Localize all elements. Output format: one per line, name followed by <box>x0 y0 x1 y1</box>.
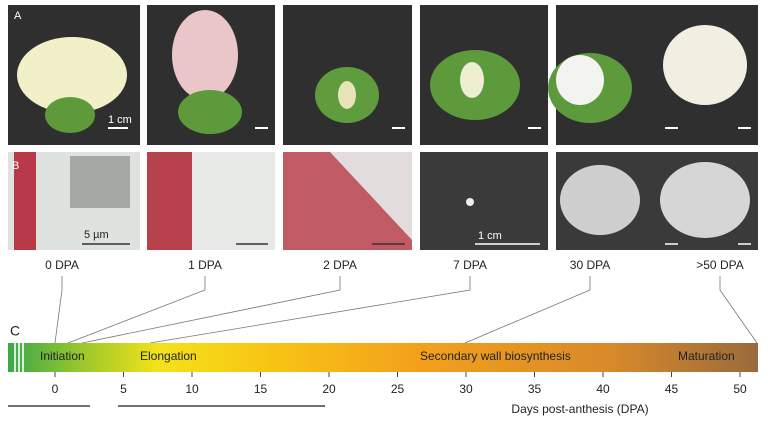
scale-label: 1 cm <box>478 230 502 242</box>
panel-label: C <box>10 323 20 339</box>
tissue <box>14 152 36 250</box>
panel-label: B <box>12 160 19 172</box>
inset <box>70 156 130 208</box>
tick-label: 50 <box>733 382 747 396</box>
stage-label: 0 DPA <box>45 258 79 272</box>
tick-label: 5 <box>120 382 127 396</box>
axis-title: Days post-anthesis (DPA) <box>511 402 648 416</box>
tick-label: 10 <box>185 382 199 396</box>
tick-label: 25 <box>391 382 405 396</box>
stage-labels: 0 DPA 1 DPA 2 DPA 7 DPA 30 DPA >50 DPA <box>45 258 744 272</box>
stripe <box>14 343 16 372</box>
photo-row-b: B 5 µm 1 cm <box>8 152 758 250</box>
stage-label: 7 DPA <box>453 258 487 272</box>
connector <box>81 276 341 344</box>
tissue <box>283 152 412 250</box>
fiber <box>466 198 474 206</box>
stripe <box>18 343 20 372</box>
fiber <box>560 165 640 235</box>
connectors <box>54 276 758 344</box>
connector <box>67 276 206 344</box>
stage-label: 30 DPA <box>570 258 610 272</box>
tick-label: 0 <box>52 382 59 396</box>
stage-label: >50 DPA <box>696 258 743 272</box>
boll <box>338 81 356 109</box>
stage-label: 2 DPA <box>323 258 357 272</box>
photo-row-a: A 1 cm <box>8 5 758 145</box>
scale-label: 1 cm <box>108 114 132 126</box>
tick-label: 20 <box>322 382 336 396</box>
phase-label: Maturation <box>678 349 735 363</box>
tick-label: 30 <box>459 382 473 396</box>
phase-label: Secondary wall biosynthesis <box>420 349 571 363</box>
panel-label: A <box>14 10 22 22</box>
scale-label: 5 µm <box>84 229 109 241</box>
phase-label: Initiation <box>40 349 85 363</box>
connector <box>149 276 471 344</box>
tick-label: 15 <box>254 382 268 396</box>
flower <box>17 37 127 113</box>
stripe <box>22 343 24 372</box>
tick-label: 45 <box>665 382 679 396</box>
bract <box>45 97 95 133</box>
tick-label: 40 <box>596 382 610 396</box>
boll <box>460 62 484 98</box>
boll <box>556 55 604 105</box>
phase-label: Elongation <box>140 349 197 363</box>
connector <box>719 276 758 344</box>
photo <box>420 152 548 250</box>
flower <box>172 10 238 100</box>
stage-label: 1 DPA <box>188 258 222 272</box>
bract <box>178 90 242 134</box>
connector <box>54 276 63 344</box>
cotton <box>663 25 747 105</box>
connector <box>464 276 591 344</box>
axis-ticks: 0 5 10 15 20 25 30 35 40 45 50 <box>52 372 747 396</box>
tick-label: 35 <box>528 382 542 396</box>
timeline-bar <box>8 343 758 372</box>
fiber <box>660 162 750 238</box>
tissue <box>147 152 192 250</box>
